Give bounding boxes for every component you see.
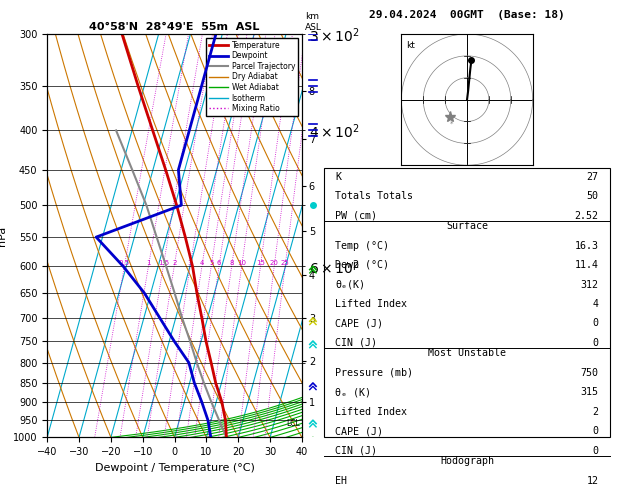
Text: 312: 312 [581,279,599,290]
Text: Lifted Index: Lifted Index [335,299,408,309]
Text: Hodograph: Hodograph [440,456,494,466]
Text: 10: 10 [237,260,246,266]
Text: *: * [450,121,453,127]
Text: 2: 2 [593,407,599,417]
Text: 750: 750 [581,368,599,378]
Text: 2: 2 [172,260,176,266]
Text: 11.4: 11.4 [575,260,599,270]
Text: Surface: Surface [446,221,488,231]
Y-axis label: hPa: hPa [0,226,8,246]
Text: CAPE (J): CAPE (J) [335,318,384,329]
Text: θₑ (K): θₑ (K) [335,387,371,397]
Text: 315: 315 [581,387,599,397]
Text: LCL: LCL [287,419,300,428]
Text: Temp (°C): Temp (°C) [335,241,389,251]
Text: 29.04.2024  00GMT  (Base: 18): 29.04.2024 00GMT (Base: 18) [369,10,565,20]
X-axis label: Dewpoint / Temperature (°C): Dewpoint / Temperature (°C) [94,463,255,473]
Text: 25: 25 [281,260,289,266]
Text: 1.5: 1.5 [158,260,169,266]
Text: 3: 3 [188,260,192,266]
Text: CAPE (J): CAPE (J) [335,426,384,436]
Text: Pressure (mb): Pressure (mb) [335,368,413,378]
Text: 1: 1 [146,260,151,266]
Text: Totals Totals: Totals Totals [335,191,413,201]
Text: K: K [335,172,342,182]
Text: PW (cm): PW (cm) [335,210,377,221]
Text: Most Unstable: Most Unstable [428,348,506,359]
Text: 50: 50 [587,191,599,201]
Text: 16.3: 16.3 [575,241,599,251]
Text: 20: 20 [270,260,279,266]
Text: 0: 0 [593,426,599,436]
Text: 0: 0 [593,446,599,455]
Text: CIN (J): CIN (J) [335,338,377,348]
Text: 0: 0 [593,338,599,348]
Text: 2.52: 2.52 [575,210,599,221]
Text: 6: 6 [217,260,221,266]
Text: 4: 4 [593,299,599,309]
Text: 5: 5 [209,260,213,266]
Text: θₑ(K): θₑ(K) [335,279,365,290]
Text: 27: 27 [587,172,599,182]
Text: EH: EH [335,476,347,486]
Title: 40°58'N  28°49'E  55m  ASL: 40°58'N 28°49'E 55m ASL [89,22,260,32]
Text: Dewp (°C): Dewp (°C) [335,260,389,270]
Text: Lifted Index: Lifted Index [335,407,408,417]
Text: CIN (J): CIN (J) [335,446,377,455]
Text: kt: kt [406,40,415,50]
Text: 0.5: 0.5 [119,260,130,266]
Text: 15: 15 [256,260,265,266]
Text: 0: 0 [593,318,599,329]
Legend: Temperature, Dewpoint, Parcel Trajectory, Dry Adiabat, Wet Adiabat, Isotherm, Mi: Temperature, Dewpoint, Parcel Trajectory… [206,38,298,116]
Text: 8: 8 [230,260,234,266]
Text: km
ASL: km ASL [305,12,322,32]
Text: 4: 4 [200,260,204,266]
Text: 12: 12 [587,476,599,486]
